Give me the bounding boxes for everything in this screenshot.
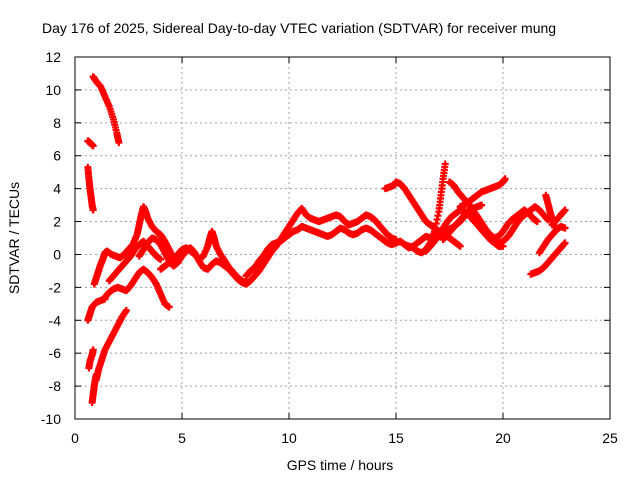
data-point-arc-13: [478, 201, 486, 209]
axis-ticks: [74, 56, 611, 420]
chart-title: Day 176 of 2025, Sidereal Day-to-day VTE…: [42, 20, 556, 36]
y-tick-label: 6: [53, 148, 61, 164]
data-point-arc-2: [89, 142, 97, 150]
x-tick-label: 15: [388, 430, 404, 446]
data-point-arc-1: [115, 139, 123, 147]
x-tick-label: 5: [178, 430, 186, 446]
y-tick-label: -10: [41, 411, 61, 427]
data-point-arc-3: [89, 206, 97, 214]
data-point-arc-23: [561, 206, 569, 214]
y-tick-label: 12: [45, 49, 61, 65]
y-tick-label: -6: [49, 345, 62, 361]
y-tick-label: 10: [45, 82, 61, 98]
y-tick-label: 8: [53, 115, 61, 131]
x-tick-label: 25: [602, 430, 618, 446]
y-tick-label: -2: [49, 279, 62, 295]
data-point-arc-19: [501, 175, 509, 183]
data-point-arc-21: [561, 224, 569, 232]
x-tick-label: 10: [281, 430, 297, 446]
x-tick-label: 20: [495, 430, 511, 446]
tick-labels: 0 5 10 15 20 25 -10 -8 -6 -4 -2 0 2 4 6 8 10 12: [41, 49, 618, 446]
y-tick-label: -4: [49, 312, 62, 328]
x-tick-label: 0: [71, 430, 79, 446]
data-point-arc-12: [242, 278, 250, 286]
y-tick-label: -8: [49, 378, 62, 394]
data-points: [84, 73, 569, 407]
data-point-arc-5: [89, 346, 97, 354]
data-point-arc-15: [441, 160, 449, 168]
data-point-arc-20: [561, 239, 569, 247]
data-point-arc-9: [165, 303, 173, 311]
y-tick-label: 4: [53, 181, 61, 197]
data-point-arc-10: [157, 255, 165, 263]
y-axis-title: SDTVAR / TECUs: [6, 182, 22, 294]
y-tick-label: 0: [53, 246, 61, 262]
y-tick-label: 2: [53, 214, 61, 230]
data-point-arc-6: [122, 306, 130, 314]
data-point-arc-17: [533, 218, 541, 226]
data-point-arc-14: [456, 242, 464, 250]
x-axis-title: GPS time / hours: [287, 457, 394, 473]
plot-area-frame: [74, 56, 611, 420]
